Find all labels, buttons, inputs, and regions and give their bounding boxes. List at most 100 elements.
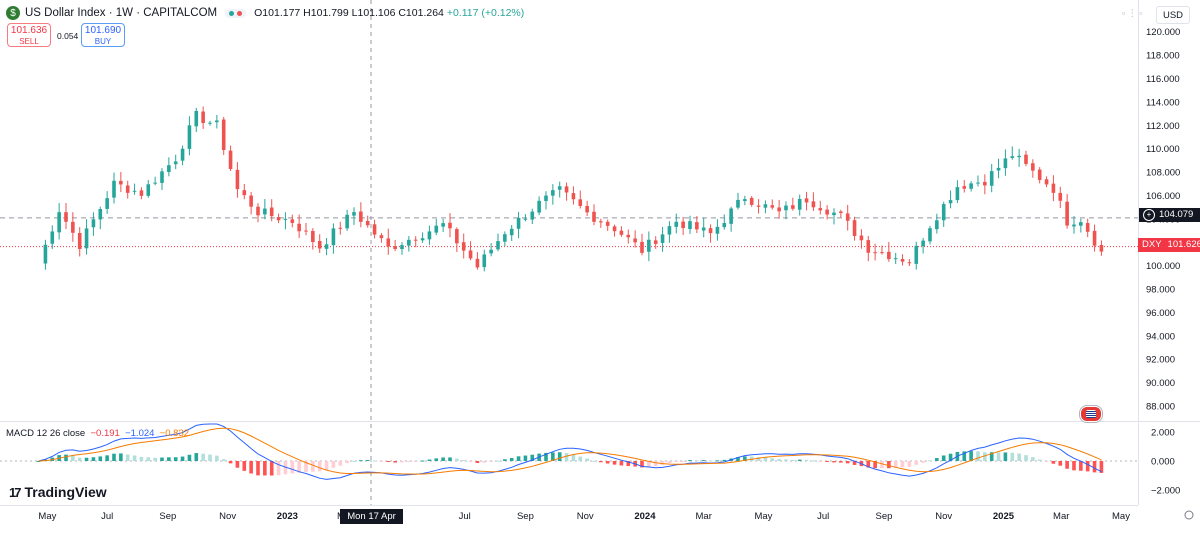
candle (105, 198, 109, 209)
macd-histogram-bar (784, 459, 788, 461)
candle (1065, 201, 1069, 226)
macd-histogram-bar (756, 457, 761, 461)
candle (825, 209, 829, 215)
macd-histogram-bar (845, 461, 850, 464)
macd-hist-value: −0.191 (90, 428, 120, 439)
candle (1099, 244, 1104, 252)
macd-histogram-bar (324, 461, 329, 471)
candle (386, 238, 391, 247)
price-chart[interactable]: 120.000 118.000 116.000 114.000 112.000 110.0… (0, 0, 1200, 525)
spread-value: 0.054 (57, 31, 79, 41)
macd-histogram-bar (393, 461, 397, 463)
macd-histogram-bar (818, 461, 823, 462)
macd-histogram-bar (825, 461, 829, 463)
candle (544, 195, 548, 202)
y-tick-label: 92.000 (1146, 355, 1175, 366)
candle (256, 206, 260, 216)
macd-histogram-bar (167, 457, 171, 461)
macd-histogram-bar (290, 461, 295, 474)
candle (900, 258, 905, 262)
market-status-icon[interactable] (225, 8, 247, 18)
candle (112, 180, 116, 198)
macd-histogram-bar (557, 452, 562, 461)
macd-histogram-bar (146, 457, 151, 461)
candle (1003, 158, 1008, 169)
macd-histogram-bar (667, 461, 672, 464)
candle (98, 209, 103, 220)
macd-histogram-bar (509, 457, 514, 461)
candle (64, 212, 68, 222)
macd-histogram-bar (1003, 452, 1008, 461)
candle (228, 150, 233, 169)
candle (962, 186, 967, 189)
candle (941, 204, 946, 221)
candle (77, 232, 82, 249)
macd-histogram-bar (592, 460, 596, 462)
candle (756, 205, 761, 207)
x-tick-label: Jul (459, 511, 471, 522)
macd-histogram-bar (585, 458, 589, 461)
candle (523, 218, 528, 220)
x-tick-label: Jul (101, 511, 113, 522)
macd-histogram-bar (969, 451, 973, 461)
candle (605, 221, 610, 226)
macd-histogram-bar (674, 461, 679, 462)
macd-histogram-bar (852, 461, 857, 465)
candle (647, 239, 651, 252)
candle (1024, 154, 1028, 164)
macd-histogram-bar (530, 454, 535, 461)
macd-histogram-bar (1037, 459, 1042, 461)
macd-histogram-bar (372, 460, 377, 462)
symbol-title[interactable]: US Dollar Index · 1W · CAPITALCOM (25, 7, 218, 19)
macd-histogram-bar (1065, 461, 1069, 469)
macd-histogram-bar (139, 456, 144, 461)
candle (215, 120, 219, 123)
macd-histogram-bar (1044, 461, 1049, 462)
candle (50, 231, 55, 244)
macd-histogram-bar (160, 457, 164, 461)
macd-legend[interactable]: MACD 12 26 close −0.191 −1.024 −0.832 (6, 428, 189, 439)
macd-histogram-bar (996, 452, 1001, 461)
x-tick-label: 2023 (277, 511, 298, 522)
macd-histogram-bar (77, 457, 82, 461)
candle (461, 242, 466, 251)
us-flag-icon[interactable] (1080, 406, 1102, 422)
tradingview-logo[interactable]: 17 TradingView (9, 484, 107, 500)
macd-histogram-bar (887, 461, 891, 469)
macd-histogram-bar (407, 461, 411, 462)
candle (763, 204, 768, 208)
macd-histogram-bar (1017, 453, 1021, 461)
symbol-tag: DXY (1142, 239, 1162, 250)
candle (736, 199, 740, 208)
macd-histogram-bar (811, 460, 816, 462)
macd-histogram-bar (338, 461, 343, 466)
candle (57, 212, 61, 233)
candle (571, 193, 576, 200)
toolbar-icons[interactable]: ▫ ⋮ ▫ (1122, 8, 1143, 18)
candle (948, 200, 953, 204)
macd-histogram-bar (1010, 452, 1015, 461)
candle (71, 221, 75, 233)
macd-histogram-bar (105, 455, 109, 461)
macd-histogram-bar (1099, 461, 1104, 473)
price-line-label[interactable]: + 104.079 (1139, 208, 1200, 222)
sell-button[interactable]: 101.636 SELL (7, 23, 51, 47)
candle (468, 250, 473, 259)
x-tick-label: May (38, 511, 56, 522)
macd-histogram-bar (880, 461, 884, 469)
y-tick-label: 112.000 (1146, 121, 1180, 132)
candle (852, 220, 857, 237)
candle (153, 182, 157, 184)
macd-histogram-bar (125, 454, 130, 461)
macd-histogram-bar (626, 461, 631, 467)
macd-histogram-bar (948, 453, 953, 461)
candle (311, 230, 315, 243)
candle (393, 246, 397, 249)
candle (331, 228, 336, 246)
add-alert-icon[interactable]: + (1143, 209, 1155, 221)
macd-histogram-bar (1051, 461, 1056, 464)
currency-selector[interactable]: USD (1156, 6, 1190, 24)
buy-button[interactable]: 101.690 BUY (81, 23, 125, 47)
candle (146, 184, 151, 196)
macd-histogram-bar (180, 456, 185, 461)
